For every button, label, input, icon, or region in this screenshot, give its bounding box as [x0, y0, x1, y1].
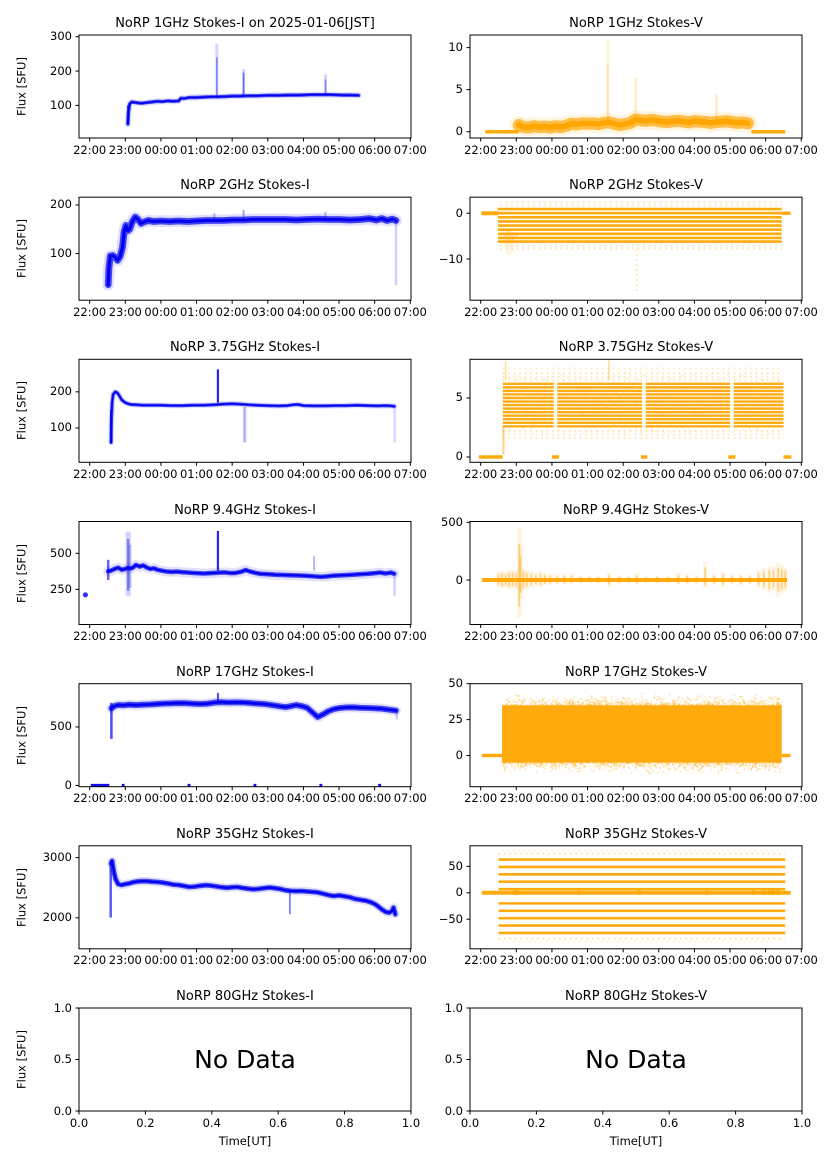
plot-data-norp-35ghz-stokes-v [481, 849, 791, 943]
plot-data-norp-9.4ghz-stokes-i [82, 531, 400, 598]
axes-box [469, 845, 803, 950]
plot-data-norp-2ghz-stokes-i [102, 209, 402, 291]
plot-data-norp-1ghz-stokes-i [124, 43, 362, 127]
plot-data-norp-17ghz-stokes-v [481, 692, 791, 775]
axes-box [78, 358, 412, 463]
plot-data-norp-3.75ghz-stokes-i [108, 369, 398, 446]
plot-data-norp-35ghz-stokes-i [106, 856, 400, 919]
axes-box [78, 683, 412, 788]
axes-box [78, 521, 412, 625]
axes-box [78, 196, 412, 301]
axes-box [469, 683, 803, 788]
axes-box [78, 34, 412, 139]
axes-box [469, 1007, 803, 1112]
axes-box [469, 521, 803, 625]
plot-data-norp-1ghz-stokes-v [485, 39, 786, 137]
plot-data-norp-9.4ghz-stokes-v [481, 528, 788, 619]
axes-box [469, 34, 803, 139]
plot-data-norp-2ghz-stokes-v [481, 201, 791, 292]
axes-box [469, 358, 803, 463]
axes-box [78, 1007, 412, 1112]
axes-box [469, 196, 803, 301]
plot-data-norp-3.75ghz-stokes-v [478, 360, 792, 459]
plot-data-norp-17ghz-stokes-i [90, 692, 401, 787]
axes-box [78, 845, 412, 950]
